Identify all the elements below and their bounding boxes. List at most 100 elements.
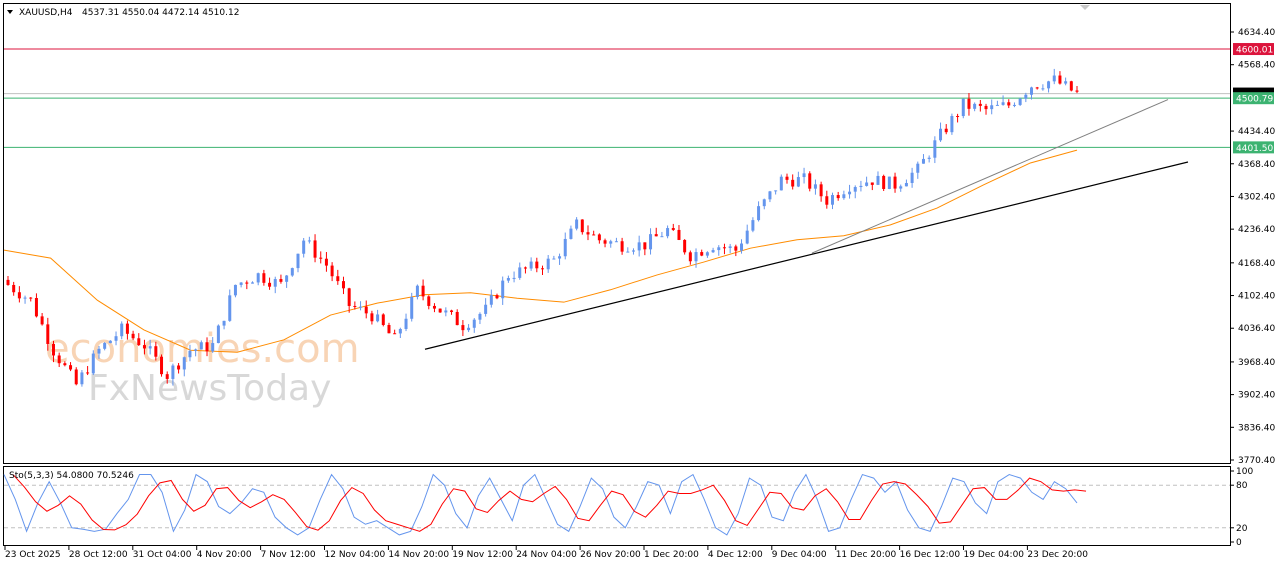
candle-bullish: [273, 279, 277, 287]
symbol-label: XAUUSD,H4: [19, 8, 73, 18]
candle-bearish: [944, 128, 948, 133]
candle-bullish: [916, 163, 920, 173]
candle-bullish: [717, 247, 721, 251]
watermark-fxnewstoday: FxNewsToday: [88, 368, 331, 409]
candle-bearish: [6, 279, 10, 285]
candle-bearish: [984, 105, 988, 110]
candle-bearish: [353, 305, 357, 307]
level-price-label: 4600.01: [1236, 46, 1273, 56]
candle-bearish: [580, 219, 584, 233]
candle-bearish: [978, 103, 982, 106]
collapse-arrow-icon[interactable]: [7, 10, 13, 14]
x-tick-label: 23 Dec 20:00: [1027, 550, 1088, 560]
candle-bullish: [376, 314, 380, 322]
candle-bearish: [688, 252, 692, 262]
candle-bullish: [990, 105, 994, 110]
candle-bearish: [603, 240, 607, 244]
candle-bearish: [364, 306, 368, 314]
candle-bearish: [387, 324, 391, 334]
candle-bearish: [1075, 90, 1079, 92]
candle-bearish: [586, 232, 590, 235]
candle-bearish: [825, 196, 829, 205]
indicator-frame: [3, 466, 1231, 546]
candle-bearish: [722, 247, 726, 249]
candle-bullish: [705, 252, 709, 256]
candle-bearish: [137, 338, 141, 346]
candle-bullish: [853, 187, 857, 192]
candle-bearish: [268, 282, 272, 287]
candle-bearish: [620, 241, 624, 252]
candle-bullish: [575, 219, 579, 229]
candle-bullish: [182, 357, 186, 370]
candle-bullish: [973, 103, 977, 109]
candle-bearish: [29, 297, 33, 299]
candle-bullish: [1052, 75, 1056, 82]
candle-bullish: [222, 320, 226, 326]
candle-bullish: [359, 306, 363, 308]
candle-bearish: [819, 184, 823, 197]
candle-bullish: [995, 104, 999, 106]
candle-bearish: [535, 261, 539, 269]
candle-bearish: [438, 308, 442, 313]
candle-bullish: [290, 268, 294, 276]
y-tick-label: 4368.40: [1238, 160, 1275, 170]
candle-bearish: [347, 288, 351, 306]
candle-bearish: [142, 345, 146, 349]
y-tick-label: 4634.40: [1238, 28, 1275, 38]
candle-bullish: [233, 284, 237, 296]
candle-bearish: [131, 333, 135, 339]
stoch-tick-label: 100: [1236, 467, 1253, 477]
x-tick-label: 19 Dec 04:00: [964, 550, 1025, 560]
candle-bearish: [791, 179, 795, 187]
candle-bearish: [541, 268, 544, 270]
candle-bullish: [609, 241, 613, 244]
candle-bullish: [108, 340, 112, 344]
candle-bullish: [626, 251, 630, 253]
candle-bearish: [40, 316, 44, 325]
candle-bullish: [694, 252, 698, 262]
x-tick-label: 11 Dec 20:00: [836, 550, 897, 560]
candle-bearish: [154, 346, 158, 357]
candle-bullish: [939, 128, 943, 141]
level-price-tag: [1233, 92, 1274, 105]
ohlc-values: 4537.31 4550.04 4472.14 4510.12: [82, 8, 239, 18]
candle-bearish: [893, 176, 897, 189]
x-tick-label: 14 Nov 20:00: [388, 550, 449, 560]
candle-bearish: [677, 229, 681, 240]
candle-bullish: [91, 353, 95, 374]
candle-bearish: [12, 284, 16, 293]
candle-bullish: [745, 230, 749, 244]
candle-bearish: [46, 324, 50, 344]
x-tick-label: 19 Nov 12:00: [452, 550, 513, 560]
candle-bearish: [34, 298, 38, 317]
candle-bearish: [592, 234, 596, 236]
candle-bullish: [171, 365, 175, 379]
candle-bullish: [779, 176, 783, 191]
candle-bullish: [444, 310, 448, 313]
candle-bullish: [1064, 81, 1068, 84]
candle-bearish: [455, 311, 459, 326]
candle-bullish: [23, 297, 27, 299]
shift-marker-icon[interactable]: [1080, 5, 1090, 10]
candle-bullish: [518, 267, 522, 278]
x-tick-label: 4 Dec 12:00: [708, 550, 763, 560]
candle-bearish: [17, 292, 21, 299]
candle-bullish: [97, 348, 101, 354]
candle-bullish: [1047, 81, 1051, 89]
candle-bullish: [228, 295, 232, 321]
candle-bullish: [285, 275, 289, 282]
x-tick-label: 4 Nov 20:00: [197, 550, 252, 560]
candle-bearish: [165, 374, 169, 379]
candle-bearish: [393, 333, 397, 335]
y-tick-label: 3770.40: [1238, 456, 1275, 466]
candle-bearish: [461, 325, 465, 331]
candle-bearish: [785, 176, 789, 180]
candle-bullish: [796, 177, 800, 187]
candle-bearish: [74, 369, 78, 385]
candle-bearish: [700, 252, 704, 256]
candle-bearish: [523, 267, 527, 269]
candle-bullish: [933, 140, 937, 158]
candle-bearish: [836, 195, 840, 199]
